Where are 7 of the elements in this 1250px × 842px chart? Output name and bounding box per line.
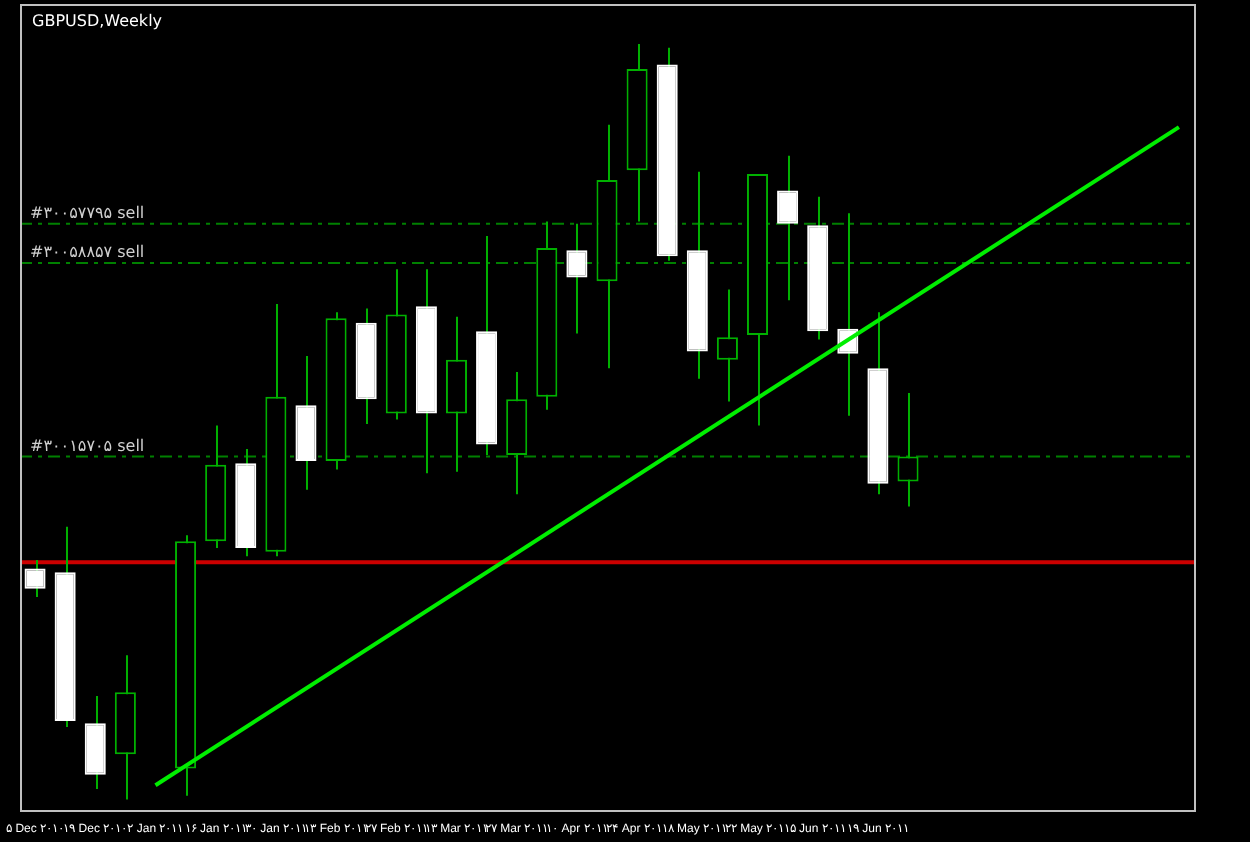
candlestick [84,695,106,791]
ref-line-label: #۳۰۰۵۷۷۹۵ sell [30,203,145,222]
ref-line-label: #۳۰۰۵۸۸۵۷ sell [30,243,145,262]
ref-line-label: #۳۰۰۱۵۷۰۵ sell [30,436,145,455]
chart-title: GBPUSD,Weekly [32,12,163,31]
candlestick [566,222,588,335]
candlestick [777,154,799,302]
